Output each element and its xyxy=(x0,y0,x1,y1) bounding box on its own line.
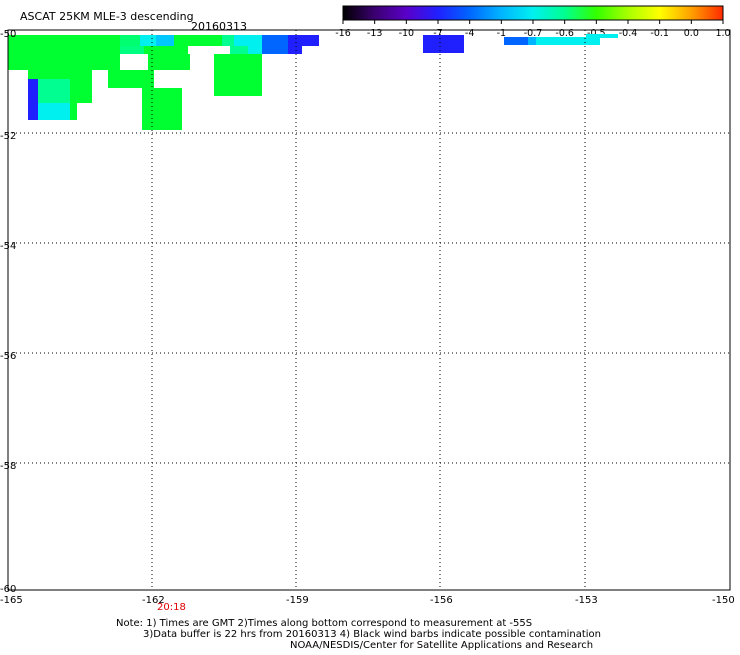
swath-cell xyxy=(230,46,248,54)
swath-cell xyxy=(214,70,262,96)
swath-cell xyxy=(140,35,156,46)
note-line-3: NOAA/NESDIS/Center for Satellite Applica… xyxy=(290,640,593,650)
swath-cell xyxy=(262,35,288,46)
swath-cell xyxy=(234,35,262,46)
lon-label: -153 xyxy=(575,595,598,606)
swath-cell xyxy=(108,70,154,88)
swath-cell xyxy=(174,35,222,46)
lon-label: -156 xyxy=(430,595,453,606)
colorbar-label: -4 xyxy=(465,28,474,39)
swath-cell xyxy=(288,46,302,54)
swath-cell xyxy=(142,88,182,130)
swath-cell xyxy=(120,35,140,46)
lon-axis: -165 -162 -159 -156 -153 -150 xyxy=(0,595,735,606)
swath-cell xyxy=(70,103,77,120)
swath-cell xyxy=(8,54,120,70)
swath-cell xyxy=(38,79,70,103)
note-line-1: Note: 1) Times are GMT 2)Times along bot… xyxy=(116,618,532,629)
colorbar-label: -0.7 xyxy=(524,28,543,39)
swath-cell xyxy=(423,35,464,53)
lon-label: -165 xyxy=(0,595,23,606)
map-date: 20160313 xyxy=(191,20,247,33)
colorbar-label: -0.6 xyxy=(555,28,574,39)
lon-label: -159 xyxy=(286,595,309,606)
colorbar-label: -16 xyxy=(335,28,351,39)
swath-cell xyxy=(214,54,262,70)
swath-cell xyxy=(148,46,188,54)
colorbar-label: 0.0 xyxy=(684,28,699,39)
swath-cell xyxy=(156,35,174,46)
colorbar-label: -10 xyxy=(399,28,415,39)
lat-label: -50 xyxy=(0,29,16,40)
colorbar: -16 -13 -10 -7 -4 -1 -0.7 -0.6 -0.5 -0.4 -0.1 0.0 1.… xyxy=(335,5,731,39)
lat-axis: -50 -52 -54 -56 -58 -60 xyxy=(0,29,16,595)
colorbar-labels: -16 -13 -10 -7 -4 -1 -0.7 -0.6 -0.5 -0.4 -0.1 0.0 1.… xyxy=(335,20,731,39)
swath-cell xyxy=(586,34,618,38)
swath-cell xyxy=(288,35,304,46)
swath-cell xyxy=(38,103,70,120)
lat-label: -56 xyxy=(0,351,16,362)
swath-cell xyxy=(504,37,528,45)
colorbar-label: -1 xyxy=(497,28,506,39)
map-frame xyxy=(7,29,731,591)
swath-cell xyxy=(120,46,144,54)
lat-label: -58 xyxy=(0,461,16,472)
swath-cell xyxy=(8,35,120,46)
swath-cell xyxy=(28,79,38,120)
swath-cell xyxy=(304,35,319,46)
swath-cell xyxy=(148,54,190,70)
map-title: ASCAT 25KM MLE-3 descending xyxy=(20,10,194,23)
note-line-2: 3)Data buffer is 22 hrs from 20160313 4)… xyxy=(143,629,601,640)
swath-cell xyxy=(8,46,148,54)
swath-data xyxy=(8,34,618,130)
colorbar-gradient xyxy=(342,5,724,21)
colorbar-label: -0.5 xyxy=(587,28,606,39)
swath-cell xyxy=(262,46,288,54)
swath-cell xyxy=(536,37,600,45)
lat-label: -60 xyxy=(0,584,16,595)
swath-cell xyxy=(248,46,262,54)
swath-cell xyxy=(222,35,234,46)
map-grid xyxy=(8,30,730,590)
swath-cell xyxy=(528,37,536,45)
lon-label: -162 xyxy=(142,595,165,606)
lon-label: -150 xyxy=(712,595,735,606)
colorbar-label: -0.4 xyxy=(619,28,638,39)
colorbar-label: 1.0 xyxy=(715,28,730,39)
lat-label: -52 xyxy=(0,131,16,142)
lat-label: -54 xyxy=(0,241,16,252)
colorbar-label: -7 xyxy=(433,28,442,39)
colorbar-label: -0.1 xyxy=(650,28,669,39)
pass-time-label: 20:18 xyxy=(157,602,186,613)
colorbar-label: -13 xyxy=(367,28,383,39)
